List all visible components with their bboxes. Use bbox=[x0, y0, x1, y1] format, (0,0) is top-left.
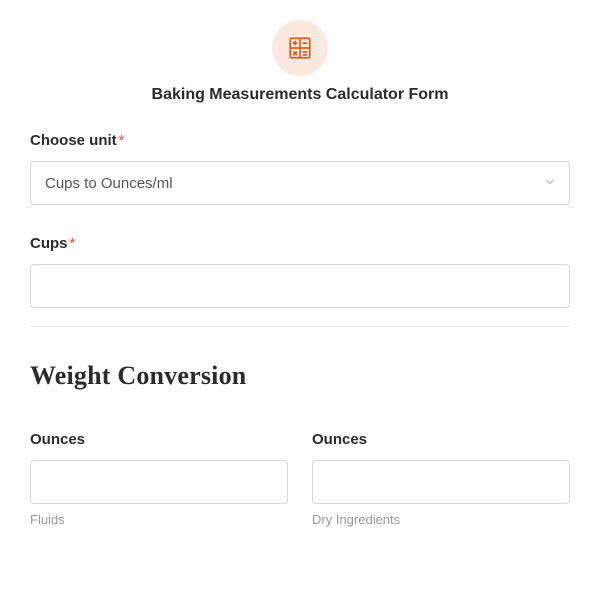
unit-select[interactable]: Cups to Ounces/ml bbox=[30, 161, 570, 205]
unit-select-value: Cups to Ounces/ml bbox=[45, 175, 173, 192]
form-page: Baking Measurements Calculator Form Choo… bbox=[0, 0, 600, 527]
dry-label: Ounces bbox=[312, 431, 570, 448]
unit-label: Choose unit* bbox=[30, 132, 570, 149]
conversion-col-fluids: Ounces Fluids bbox=[30, 431, 288, 527]
conversion-heading: Weight Conversion bbox=[30, 361, 570, 391]
fluids-label: Ounces bbox=[30, 431, 288, 448]
required-star: * bbox=[119, 132, 125, 149]
fluids-helper: Fluids bbox=[30, 512, 288, 527]
dry-input[interactable] bbox=[312, 460, 570, 504]
form-title: Baking Measurements Calculator Form bbox=[30, 86, 570, 104]
required-star: * bbox=[70, 235, 76, 252]
header-icon-circle bbox=[272, 20, 328, 76]
dry-helper: Dry Ingredients bbox=[312, 512, 570, 527]
fluids-input[interactable] bbox=[30, 460, 288, 504]
calculator-icon bbox=[287, 35, 313, 61]
amount-label-text: Cups bbox=[30, 235, 68, 252]
unit-label-text: Choose unit bbox=[30, 132, 117, 149]
conversion-columns: Ounces Fluids Ounces Dry Ingredients bbox=[30, 431, 570, 527]
amount-input[interactable] bbox=[30, 264, 570, 308]
chevron-down-icon bbox=[545, 174, 555, 192]
header-icon-wrap bbox=[30, 20, 570, 76]
conversion-col-dry: Ounces Dry Ingredients bbox=[312, 431, 570, 527]
amount-label: Cups* bbox=[30, 235, 570, 252]
section-divider bbox=[30, 326, 570, 327]
